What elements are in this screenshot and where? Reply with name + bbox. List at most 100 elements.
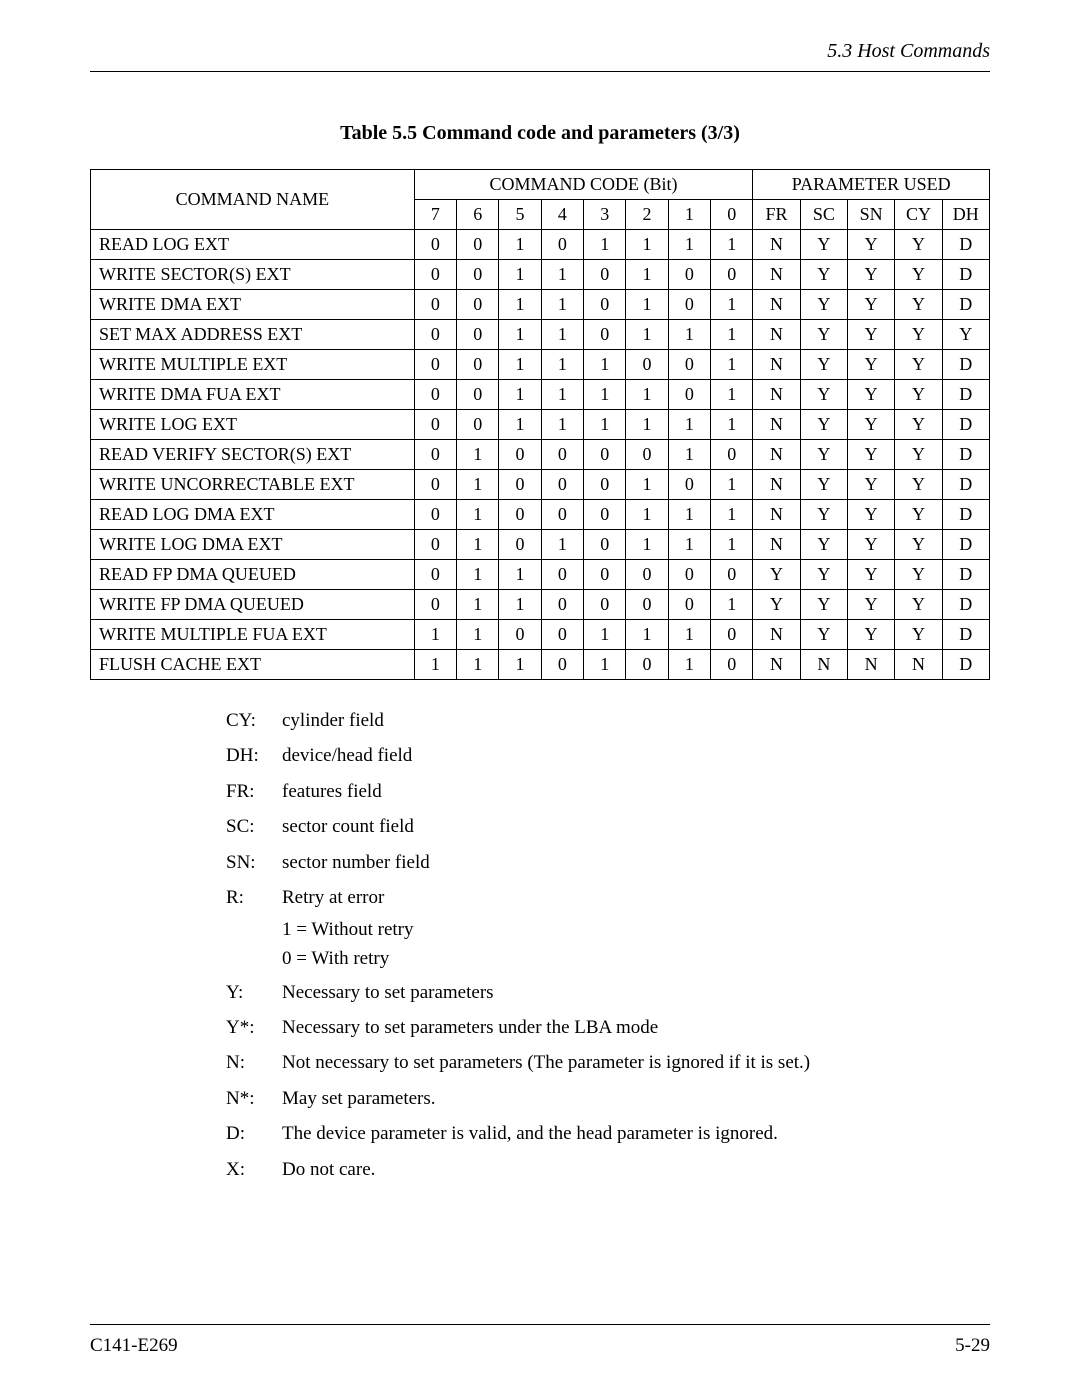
param-cell: N	[753, 530, 800, 560]
legend-row: FR:features field	[226, 777, 990, 806]
table-row: FLUSH CACHE EXT11101010NNNND	[91, 650, 990, 680]
legend-value: The device parameter is valid, and the h…	[282, 1119, 990, 1148]
bit-cell: 0	[414, 290, 456, 320]
bit-cell: 1	[541, 260, 583, 290]
bit-col-header: 3	[584, 200, 626, 230]
legend-key: DH:	[226, 741, 282, 770]
legend-key: N:	[226, 1048, 282, 1077]
legend-value: sector count field	[282, 812, 990, 841]
bit-cell: 0	[584, 530, 626, 560]
param-cell: Y	[847, 230, 894, 260]
param-col-header: SC	[800, 200, 847, 230]
bit-cell: 0	[414, 320, 456, 350]
bit-cell: 0	[414, 260, 456, 290]
param-cell: Y	[800, 230, 847, 260]
legend-row: CY:cylinder field	[226, 706, 990, 735]
bit-cell: 0	[414, 350, 456, 380]
command-name-cell: WRITE DMA FUA EXT	[91, 380, 415, 410]
param-cell: N	[753, 260, 800, 290]
bit-cell: 1	[499, 410, 541, 440]
bit-cell: 1	[668, 650, 710, 680]
bit-cell: 1	[457, 590, 499, 620]
command-name-cell: FLUSH CACHE EXT	[91, 650, 415, 680]
footer-left: C141-E269	[90, 1335, 178, 1357]
param-cell: D	[942, 290, 989, 320]
param-cell: Y	[895, 320, 942, 350]
bit-col-header: 0	[711, 200, 753, 230]
bit-cell: 1	[541, 530, 583, 560]
param-cell: Y	[800, 530, 847, 560]
bit-cell: 0	[541, 650, 583, 680]
param-cell: Y	[895, 230, 942, 260]
bit-col-header: 2	[626, 200, 668, 230]
legend-row: Y*:Necessary to set parameters under the…	[226, 1013, 990, 1042]
command-name-cell: WRITE MULTIPLE FUA EXT	[91, 620, 415, 650]
bit-cell: 1	[499, 260, 541, 290]
param-cell: Y	[800, 500, 847, 530]
bit-col-header: 7	[414, 200, 456, 230]
command-name-cell: SET MAX ADDRESS EXT	[91, 320, 415, 350]
table-row: READ LOG DMA EXT01000111NYYYD	[91, 500, 990, 530]
param-cell: Y	[847, 590, 894, 620]
bit-cell: 0	[541, 230, 583, 260]
legend-value: Retry at error	[282, 883, 990, 912]
legend-key: D:	[226, 1119, 282, 1148]
table-row: WRITE UNCORRECTABLE EXT01000101NYYYD	[91, 470, 990, 500]
legend-key: FR:	[226, 777, 282, 806]
legend: CY:cylinder fieldDH:device/head fieldFR:…	[226, 706, 990, 1184]
param-cell: Y	[895, 380, 942, 410]
bit-cell: 1	[541, 380, 583, 410]
param-cell: Y	[847, 350, 894, 380]
bit-cell: 1	[541, 350, 583, 380]
command-name-cell: WRITE MULTIPLE EXT	[91, 350, 415, 380]
bit-cell: 1	[626, 500, 668, 530]
bit-col-header: 1	[668, 200, 710, 230]
bit-cell: 0	[541, 590, 583, 620]
bit-cell: 1	[711, 380, 753, 410]
bit-cell: 0	[499, 500, 541, 530]
bit-cell: 1	[499, 230, 541, 260]
bit-cell: 0	[584, 290, 626, 320]
bit-cell: 0	[414, 470, 456, 500]
bit-cell: 0	[584, 560, 626, 590]
param-cell: D	[942, 590, 989, 620]
bit-cell: 0	[457, 380, 499, 410]
bit-cell: 1	[457, 470, 499, 500]
bit-cell: 1	[499, 650, 541, 680]
param-cell: N	[753, 320, 800, 350]
legend-row: D:The device parameter is valid, and the…	[226, 1119, 990, 1148]
param-cell: N	[753, 620, 800, 650]
param-cell: Y	[847, 260, 894, 290]
param-cell: Y	[847, 470, 894, 500]
command-table: COMMAND NAME COMMAND CODE (Bit) PARAMETE…	[90, 169, 990, 680]
param-cell: N	[753, 290, 800, 320]
bit-col-header: 6	[457, 200, 499, 230]
param-cell: N	[800, 650, 847, 680]
page-header: 5.3 Host Commands	[90, 40, 990, 72]
legend-row: N:Not necessary to set parameters (The p…	[226, 1048, 990, 1077]
bit-cell: 1	[499, 320, 541, 350]
bit-cell: 0	[499, 530, 541, 560]
command-name-cell: WRITE UNCORRECTABLE EXT	[91, 470, 415, 500]
param-cell: Y	[847, 620, 894, 650]
col-header-code: COMMAND CODE (Bit)	[414, 170, 753, 200]
param-cell: Y	[847, 380, 894, 410]
param-cell: D	[942, 260, 989, 290]
legend-value: Necessary to set parameters under the LB…	[282, 1013, 990, 1042]
bit-cell: 1	[584, 410, 626, 440]
param-cell: D	[942, 650, 989, 680]
table-row: WRITE MULTIPLE FUA EXT11001110NYYYD	[91, 620, 990, 650]
bit-cell: 1	[626, 260, 668, 290]
param-cell: Y	[800, 440, 847, 470]
bit-cell: 1	[584, 620, 626, 650]
bit-cell: 0	[457, 290, 499, 320]
bit-cell: 0	[668, 290, 710, 320]
param-cell: N	[753, 350, 800, 380]
legend-value: sector number field	[282, 848, 990, 877]
bit-cell: 1	[711, 470, 753, 500]
legend-value: Do not care.	[282, 1155, 990, 1184]
table-row: WRITE DMA FUA EXT00111101NYYYD	[91, 380, 990, 410]
bit-cell: 0	[584, 320, 626, 350]
bit-cell: 0	[499, 620, 541, 650]
param-cell: Y	[800, 410, 847, 440]
